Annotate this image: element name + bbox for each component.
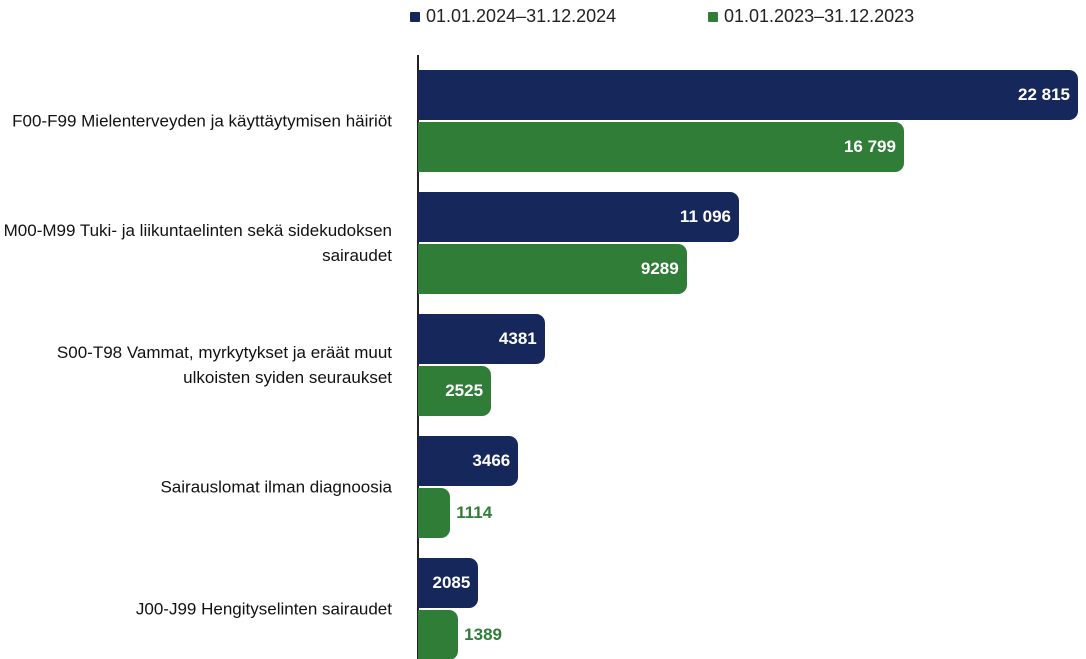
data-label: 11 096 xyxy=(679,207,731,226)
legend-label: 01.01.2024–31.12.2024 xyxy=(426,6,617,26)
data-label: 2085 xyxy=(432,573,471,592)
category-label: M00-M99 Tuki- ja liikuntaelinten sekä si… xyxy=(3,221,392,265)
category-label: Sairauslomat ilman diagnoosia xyxy=(160,477,392,497)
bar: 1389 xyxy=(418,610,502,659)
bar: 11 096 xyxy=(418,192,739,242)
legend-label: 01.01.2023–31.12.2023 xyxy=(724,6,915,26)
legend-swatch xyxy=(410,11,420,22)
category-label: F00-F99 Mielenterveyden ja käyttäytymise… xyxy=(12,111,392,131)
category-label: S00-T98 Vammat, myrkytykset ja eräät muu… xyxy=(56,343,392,387)
bar: 3466 xyxy=(418,436,519,486)
data-label: 9289 xyxy=(640,259,679,278)
data-label: 3466 xyxy=(472,451,511,470)
bar: 4381 xyxy=(418,314,545,364)
legend-swatch xyxy=(708,11,718,22)
bar: 16 799 xyxy=(418,122,904,172)
data-label: 22 815 xyxy=(1018,85,1070,104)
legend-item: 01.01.2024–31.12.2024 xyxy=(410,6,616,27)
bar: 2525 xyxy=(418,366,492,416)
data-label: 16 799 xyxy=(843,137,896,156)
bar: 9289 xyxy=(418,244,687,294)
bar: 1114 xyxy=(418,488,492,538)
data-label: 2525 xyxy=(445,381,484,400)
category-label: J00-J99 Hengityselinten sairaudet xyxy=(135,599,392,619)
data-label: 1389 xyxy=(464,625,502,644)
data-label: 1114 xyxy=(456,503,493,522)
bar: 2085 xyxy=(418,558,479,608)
data-label: 4381 xyxy=(498,329,537,348)
bar: 22 815 xyxy=(418,70,1078,120)
legend-item: 01.01.2023–31.12.2023 xyxy=(708,6,914,27)
